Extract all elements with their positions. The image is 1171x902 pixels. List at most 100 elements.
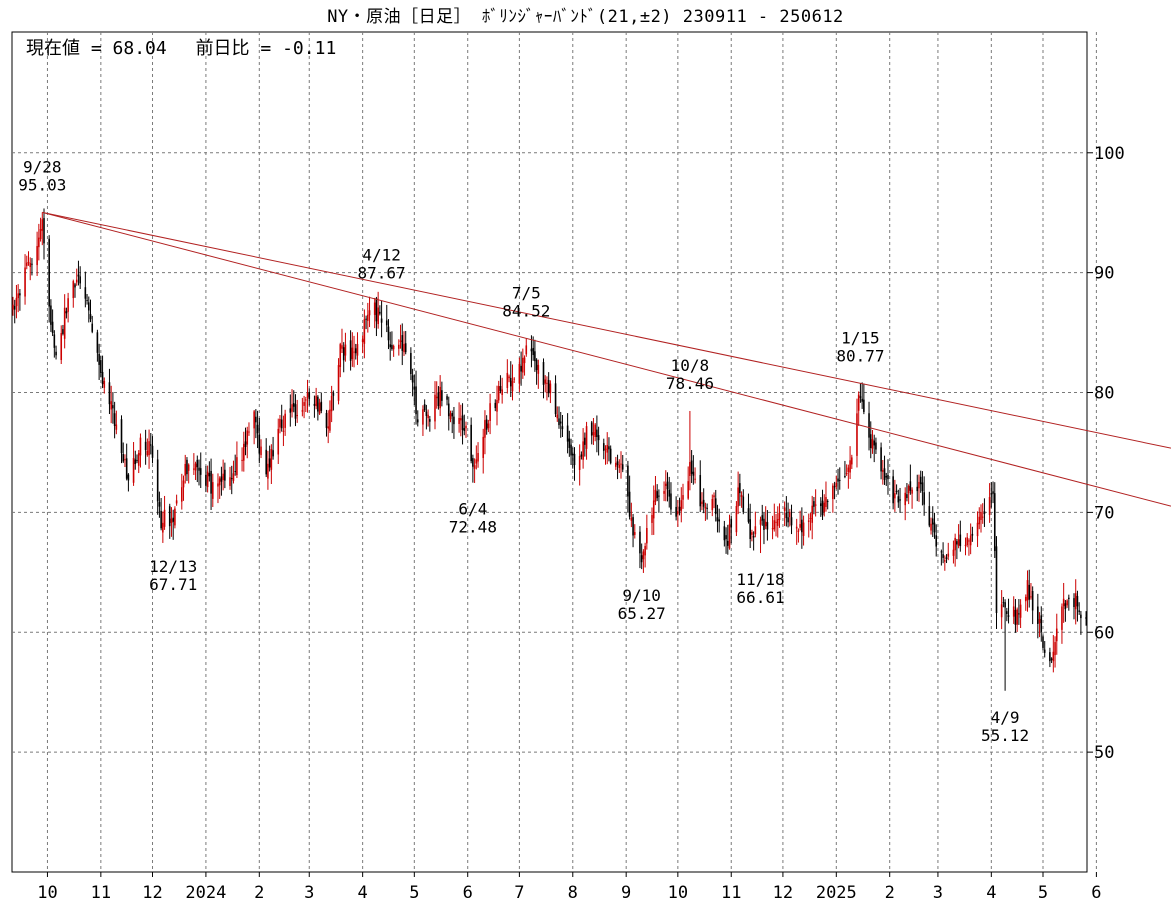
candle-body-417	[1016, 609, 1018, 625]
candle-body-458	[1115, 542, 1117, 544]
candle-body-355	[868, 413, 870, 438]
candle-body-156	[387, 326, 390, 341]
candle-body-201	[496, 400, 498, 412]
candle-body-43	[113, 413, 116, 426]
candle-body-321	[785, 512, 788, 519]
candle-body-299	[730, 519, 733, 528]
candle-body-307	[751, 532, 753, 535]
x-tick-label-1: 11	[91, 883, 111, 902]
candle-body-45	[120, 419, 123, 454]
candle-body-374	[911, 489, 913, 494]
candle-body-301	[737, 487, 739, 507]
annotation-date-4: 7/5	[512, 283, 541, 302]
candle-body-20	[60, 333, 63, 361]
candle-body-300	[735, 506, 738, 533]
candle-body-293	[716, 517, 719, 522]
candle-body-0	[12, 304, 14, 310]
candle-body-268	[656, 491, 658, 499]
candle-body-234	[573, 453, 576, 466]
candle-body-343	[837, 478, 839, 482]
candle-body-452	[1101, 586, 1103, 595]
candle-body-207	[509, 377, 512, 387]
candle-body-203	[499, 386, 502, 391]
candle-body-370	[904, 492, 907, 506]
candle-body-129	[320, 401, 323, 411]
candle-body-377	[919, 476, 922, 485]
candle-body-446	[1086, 614, 1087, 623]
candle-body-224	[549, 383, 552, 394]
candle-body-56	[146, 450, 149, 456]
candle-body-104	[260, 446, 262, 456]
candle-body-151	[375, 298, 378, 322]
candle-body-429	[1043, 649, 1046, 653]
candle-body-310	[759, 519, 762, 525]
candle-body-238	[584, 437, 586, 445]
candle-body-69	[175, 500, 178, 504]
candle-body-453	[1102, 581, 1104, 584]
candle-body-305	[747, 508, 750, 522]
trendlines	[42, 211, 1171, 507]
candle-body-427	[1040, 615, 1043, 632]
candle-body-359	[875, 442, 877, 450]
candle-body-390	[952, 549, 955, 556]
candle-body-432	[1052, 651, 1055, 662]
candle-body-271	[664, 483, 667, 486]
candle-body-416	[1014, 609, 1017, 625]
candle-body-296	[725, 535, 727, 540]
annotation-price-1: 67.71	[149, 575, 197, 594]
candle-body-86	[218, 478, 221, 486]
candle-body-315	[771, 528, 774, 530]
candle-body-369	[899, 499, 901, 501]
x-tick-label-15: 2025	[816, 883, 857, 902]
x-tick-label-14: 12	[773, 883, 793, 902]
candle-body-328	[801, 519, 803, 533]
candle-body-178	[439, 386, 441, 409]
candle-body-70	[180, 487, 183, 502]
candle-body-351	[857, 394, 860, 411]
candle-body-89	[224, 469, 226, 481]
candle-body-308	[752, 535, 755, 538]
candle-body-65	[168, 506, 171, 527]
candle-body-226	[556, 414, 559, 419]
candle-body-165	[410, 352, 412, 375]
candle-body-437	[1064, 603, 1067, 610]
candle-body-25	[72, 281, 75, 299]
candlesticks	[12, 208, 1117, 691]
candle-body-449	[1092, 605, 1094, 612]
candle-body-176	[435, 396, 438, 399]
candle-body-83	[210, 470, 212, 494]
candle-body-14	[43, 218, 45, 244]
candle-body-76	[194, 463, 197, 471]
candle-body-345	[844, 475, 846, 477]
candle-body-58	[149, 444, 152, 446]
candle-body-243	[596, 429, 598, 438]
candle-body-378	[921, 482, 924, 492]
candle-body-395	[964, 544, 967, 546]
candle-body-253	[620, 463, 622, 465]
current-price-value: 68.04	[113, 38, 167, 59]
candle-body-259	[633, 532, 636, 535]
candle-body-331	[809, 518, 812, 520]
annotation-date-1: 12/13	[149, 557, 197, 576]
candle-body-102	[256, 424, 259, 434]
candle-body-360	[880, 447, 882, 472]
candle-body-23	[65, 311, 68, 314]
x-tick-label-0: 10	[37, 883, 57, 902]
candle-body-269	[658, 495, 660, 497]
candle-body-368	[897, 496, 900, 503]
candle-body-306	[749, 519, 751, 540]
candle-body-199	[489, 403, 491, 421]
annotation-price-4: 84.52	[502, 301, 550, 320]
candle-body-29	[79, 276, 81, 284]
candle-body-309	[754, 526, 757, 535]
candle-body-272	[666, 481, 669, 490]
candle-body-72	[184, 463, 187, 476]
candle-body-391	[954, 537, 956, 551]
candle-body-98	[246, 430, 249, 445]
x-tick-label-4: 2	[254, 883, 264, 902]
candle-body-455	[1109, 552, 1111, 582]
x-tick-label-9: 7	[514, 883, 524, 902]
candle-body-146	[363, 319, 366, 344]
candle-body-103	[258, 434, 261, 454]
candle-body-254	[621, 464, 624, 470]
